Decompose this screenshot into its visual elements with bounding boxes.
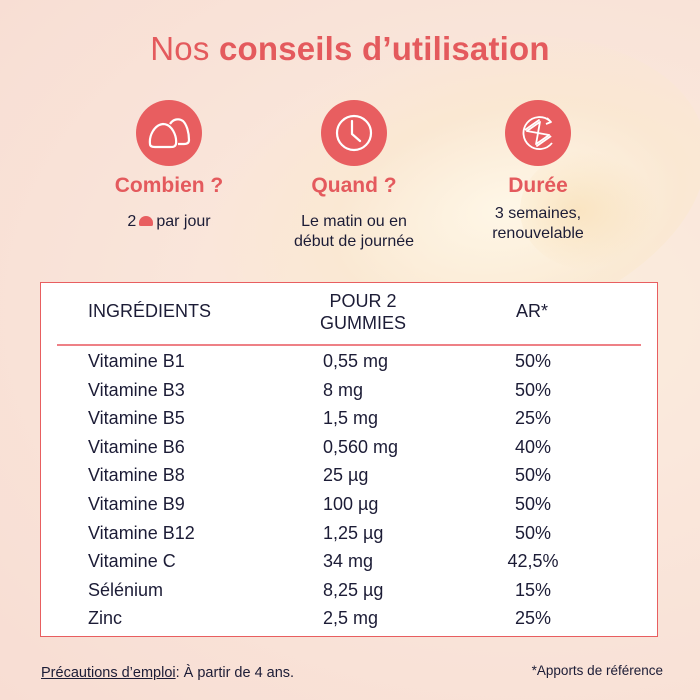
table-row: Vitamine C 34 mg 42,5% xyxy=(41,551,657,580)
ingredient-name: Vitamine B6 xyxy=(88,436,185,457)
ingredient-ar: 50% xyxy=(514,465,552,486)
ingredient-ar: 15% xyxy=(514,579,552,600)
usage-title: Combien ? xyxy=(114,174,224,197)
usage-duration: Durée 3 semaines, renouvelable xyxy=(438,100,638,244)
usage-title: Durée xyxy=(508,174,568,197)
ingredient-name: Vitamine B8 xyxy=(88,465,185,486)
ingredient-ar: 40% xyxy=(514,436,552,457)
table-row: Vitamine B1 0,55 mg 50% xyxy=(41,351,657,380)
usage-text: 3 semaines, renouvelable xyxy=(492,205,584,242)
usage-title: Quand ? xyxy=(311,174,397,197)
usage-text: 2 par jour xyxy=(127,213,211,230)
ingredient-amount: 8,25 µg xyxy=(323,579,384,600)
reference-footnote: *Apports de référence xyxy=(531,663,663,678)
clock-icon xyxy=(321,100,387,166)
ingredient-name: Vitamine B5 xyxy=(88,408,185,429)
ingredient-ar: 25% xyxy=(514,608,552,629)
table-row: Zinc 2,5 mg 25% xyxy=(41,608,657,637)
ingredient-amount: 0,55 mg xyxy=(323,351,389,371)
usage-how-many: Combien ? 2 par jour xyxy=(69,100,269,232)
ingredient-name: Zinc xyxy=(88,608,123,629)
ingredient-ar: 50% xyxy=(514,351,552,371)
table-row: Vitamine B8 25 µg 50% xyxy=(41,465,657,494)
table-row: Vitamine B6 0,560 mg 40% xyxy=(41,437,657,466)
table-row: Vitamine B9 100 µg 50% xyxy=(41,494,657,523)
ingredient-amount: 100 µg xyxy=(323,493,379,514)
usage-when: Quand ? Le matin ou en début de journée xyxy=(254,100,454,252)
precautions-label: Précautions d’emploi xyxy=(41,665,176,681)
ingredients-table: INGRÉDIENTS POUR 2 GUMMIES AR* Vitamine … xyxy=(40,282,658,637)
ingredient-name: Sélénium xyxy=(88,579,164,600)
ingredient-amount: 1,25 µg xyxy=(323,522,384,543)
table-row: Vitamine B3 8 mg 50% xyxy=(41,380,657,409)
ingredient-amount: 2,5 mg xyxy=(323,608,379,629)
ingredient-name: Vitamine B9 xyxy=(88,493,185,514)
title-bold: conseils d’utilisation xyxy=(218,30,550,67)
ingredient-ar: 50% xyxy=(514,379,552,400)
ingredient-ar: 25% xyxy=(514,408,552,429)
precautions-note: Précautions d’emploi: À partir de 4 ans. xyxy=(41,665,294,681)
gummies-icon xyxy=(136,100,202,166)
ingredient-name: Vitamine B12 xyxy=(88,522,195,543)
ingredient-amount: 1,5 mg xyxy=(323,408,379,429)
ingredient-name: Vitamine B1 xyxy=(88,351,185,371)
ingredient-amount: 8 mg xyxy=(323,379,364,400)
page-title: Nos conseils d’utilisation xyxy=(0,30,700,68)
ingredient-name: Vitamine C xyxy=(88,551,176,572)
header-ar: AR* xyxy=(515,301,548,321)
table-body: Vitamine B1 0,55 mg 50% Vitamine B3 8 mg… xyxy=(41,351,657,637)
table-header: INGRÉDIENTS POUR 2 GUMMIES AR* xyxy=(41,283,657,346)
ingredient-ar: 50% xyxy=(514,522,552,543)
table-row: Vitamine B12 1,25 µg 50% xyxy=(41,523,657,552)
precautions-text: : À partir de 4 ans. xyxy=(175,665,295,681)
table-row: Vitamine B5 1,5 mg 25% xyxy=(41,408,657,437)
hourglass-repeat-icon xyxy=(505,100,571,166)
ingredient-amount: 25 µg xyxy=(323,465,369,486)
ingredient-amount: 34 mg xyxy=(323,551,374,572)
background-decoration-glow xyxy=(520,150,660,270)
table-row: Sélénium 8,25 µg 15% xyxy=(41,580,657,609)
usage-text: Le matin ou en début de journée xyxy=(293,213,415,250)
header-amount: POUR 2 GUMMIES xyxy=(319,291,406,333)
ingredient-ar: 50% xyxy=(514,493,552,514)
header-ingredients: INGRÉDIENTS xyxy=(88,301,212,321)
ingredient-name: Vitamine B3 xyxy=(88,379,185,400)
ingredient-ar: 42,5% xyxy=(507,551,559,572)
ingredient-amount: 0,560 mg xyxy=(323,436,399,457)
title-light: Nos xyxy=(150,30,210,67)
header-divider xyxy=(57,344,641,346)
gummy-icon xyxy=(139,216,154,226)
